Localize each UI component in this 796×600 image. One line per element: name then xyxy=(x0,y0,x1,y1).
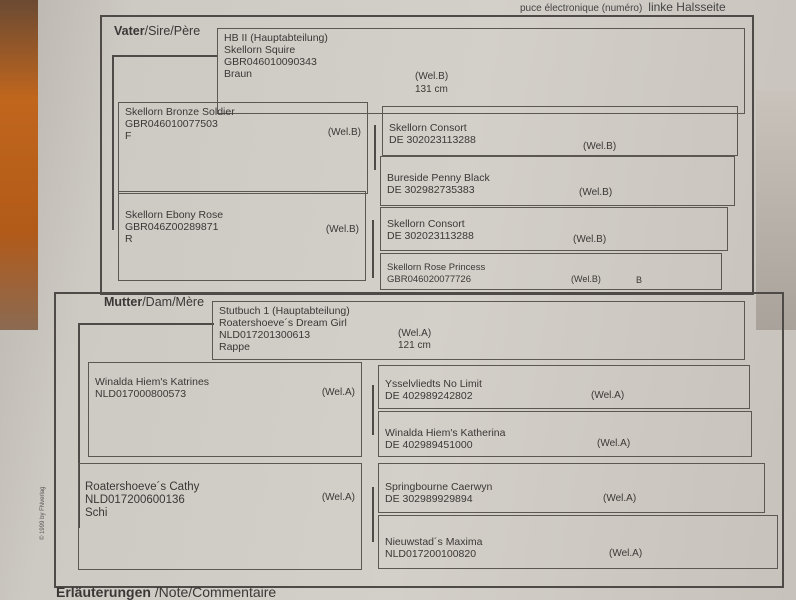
horse-id: DE 302982735383 xyxy=(387,184,475,196)
horse-color: Rappe xyxy=(219,341,250,353)
copyright-note: © 1999 by FNverlag xyxy=(40,486,46,540)
connector xyxy=(374,125,376,170)
background-object xyxy=(0,0,38,330)
horse-name: Springbourne Caerwyn xyxy=(385,481,493,493)
dam-dam-box: Roatershoeve´s Cathy NLD017200600136 Sch… xyxy=(78,463,362,570)
dam-dam-dam-box: Nieuwstad´s Maxima NLD017200100820 (Wel.… xyxy=(378,515,778,569)
horse-name: Winalda Hiem's Katherina xyxy=(385,427,506,439)
heading-bold: Mutter xyxy=(104,295,143,309)
breed: (Wel.A) xyxy=(321,387,355,398)
sire-heading: Vater/Sire/Père xyxy=(114,24,200,38)
connector xyxy=(112,55,114,230)
breed: (Wel.B) xyxy=(571,274,601,284)
horse-id: DE 302989929894 xyxy=(385,493,473,505)
dam-dam-sire-box: Springbourne Caerwyn DE 302989929894 (We… xyxy=(378,463,765,513)
sire-sire-dam-box: Bureside Penny Black DE 302982735383 (We… xyxy=(380,156,735,206)
breed: (Wel.A) xyxy=(609,548,643,559)
horse-name: Skellorn Squire xyxy=(224,44,296,56)
horse-id: DE 302023113288 xyxy=(387,230,474,242)
horse-name: Skellorn Bronze Soldier xyxy=(125,106,235,118)
connector xyxy=(78,323,80,528)
breed: (Wel.A) xyxy=(321,492,355,503)
breed: (Wel.B) xyxy=(415,71,449,82)
horse-name: Ysselvliedts No Limit xyxy=(385,378,482,390)
horse-id: GBR046Z00289871 xyxy=(125,221,219,233)
horse-id: NLD017201300613 xyxy=(219,329,311,341)
dam-heading: Mutter/Dam/Mère xyxy=(104,295,204,309)
connector xyxy=(372,385,374,435)
dam-box: Stutbuch 1 (Hauptabteilung) Roatershoeve… xyxy=(212,301,745,360)
breed: (Wel.A) xyxy=(597,438,631,449)
breed: (Wel.B) xyxy=(583,141,617,152)
horse-color: R xyxy=(125,233,133,245)
sire-sire-box: Skellorn Bronze Soldier GBR046010077503 … xyxy=(118,102,368,194)
horse-id: DE 302023113288 xyxy=(389,134,476,146)
dam-sire-dam-box: Winalda Hiem's Katherina DE 402989451000… xyxy=(378,411,752,457)
studbook: HB II (Hauptabteilung) xyxy=(224,32,328,44)
notes-bold: Erläuterungen xyxy=(56,584,151,600)
breed: (Wel.A) xyxy=(398,328,432,339)
horse-id: DE 402989242802 xyxy=(385,390,473,402)
horse-name: Roatershoeve´s Cathy xyxy=(85,481,200,493)
height: 131 cm xyxy=(415,84,448,95)
breed: (Wel.B) xyxy=(573,234,607,245)
breed: (Wel.B) xyxy=(327,127,361,138)
horse-name: Skellorn Rose Princess xyxy=(387,262,486,273)
breed: (Wel.B) xyxy=(579,187,613,198)
horse-id: GBR046010077503 xyxy=(125,118,218,130)
horse-id: NLD017200100820 xyxy=(385,548,477,560)
background-object xyxy=(756,90,796,330)
breed: (Wel.B) xyxy=(325,224,359,235)
heading-rest: /Dam/Mère xyxy=(142,295,205,309)
height: 121 cm xyxy=(398,340,431,351)
horse-name: Bureside Penny Black xyxy=(387,172,490,184)
header-note: puce électronique (numéro) linke Halsseit… xyxy=(520,0,726,14)
sire-section xyxy=(100,15,754,295)
sire-dam-sire-box: Skellorn Consort DE 302023113288 (Wel.B) xyxy=(380,207,728,251)
breed: (Wel.A) xyxy=(603,493,637,504)
notes-heading: Erläuterungen /Note/Commentaire xyxy=(56,584,276,600)
chip-side: linke Halsseite xyxy=(648,0,726,14)
dam-section xyxy=(54,292,784,588)
horse-name: Skellorn Consort xyxy=(389,122,467,134)
horse-color: F xyxy=(125,130,132,142)
horse-name: Skellorn Consort xyxy=(387,218,465,230)
dam-sire-sire-box: Ysselvliedts No Limit DE 402989242802 (W… xyxy=(378,365,750,409)
horse-id: GBR046010090343 xyxy=(224,56,317,68)
sire-box: HB II (Hauptabteilung) Skellorn Squire G… xyxy=(217,28,745,114)
horse-name: Roatershoeve´s Dream Girl xyxy=(219,317,347,329)
horse-name: Skellorn Ebony Rose xyxy=(125,209,224,221)
connector xyxy=(372,487,374,542)
connector xyxy=(112,55,218,57)
horse-id: NLD017200600136 xyxy=(85,494,185,506)
sire-dam-dam-box: Skellorn Rose Princess GBR046020077726 (… xyxy=(380,253,722,290)
sire-sire-sire-box: Skellorn Consort DE 302023113288 (Wel.B) xyxy=(382,106,738,156)
horse-color: Schi xyxy=(85,507,108,519)
horse-id: NLD017000800573 xyxy=(95,388,187,400)
sire-dam-box: Skellorn Ebony Rose GBR046Z00289871 R (W… xyxy=(118,191,366,281)
connector xyxy=(372,220,374,278)
horse-name: Winalda Hiem's Katrines xyxy=(95,376,210,388)
horse-id: GBR046020077726 xyxy=(387,274,471,285)
heading-bold: Vater xyxy=(114,24,145,38)
connector xyxy=(78,323,214,325)
heading-rest: /Sire/Père xyxy=(144,24,201,38)
notes-rest: /Note/Commentaire xyxy=(150,584,277,600)
chip-label: puce électronique (numéro) xyxy=(520,3,643,14)
horse-color: Braun xyxy=(224,68,253,80)
dam-sire-box: Winalda Hiem's Katrines NLD017000800573 … xyxy=(88,362,362,457)
horse-id: DE 402989451000 xyxy=(385,439,473,451)
studbook: Stutbuch 1 (Hauptabteilung) xyxy=(219,305,350,317)
breed: (Wel.A) xyxy=(591,390,625,401)
mark: B xyxy=(636,275,643,285)
horse-name: Nieuwstad´s Maxima xyxy=(385,536,483,548)
